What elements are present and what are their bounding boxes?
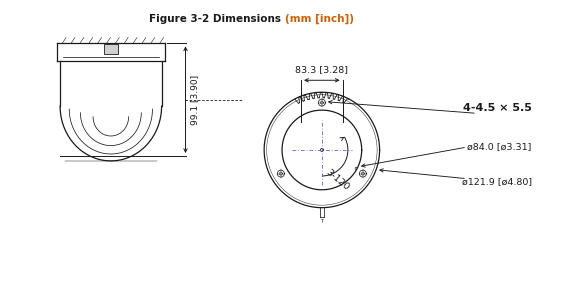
Text: °: ° (353, 167, 357, 176)
Bar (104, 44, 118, 54)
Text: Figure 3-2 Dimensions: Figure 3-2 Dimensions (149, 14, 285, 24)
Text: 99.1 [3.90]: 99.1 [3.90] (190, 75, 199, 125)
Text: ø121.9 [ø4.80]: ø121.9 [ø4.80] (462, 177, 532, 186)
Text: ø84.0 [ø3.31]: ø84.0 [ø3.31] (467, 143, 532, 152)
Text: 4-4.5 × 5.5: 4-4.5 × 5.5 (463, 103, 532, 113)
Text: 83.3 [3.28]: 83.3 [3.28] (295, 65, 348, 74)
Text: 3-120: 3-120 (324, 168, 351, 193)
Text: (mm [inch]): (mm [inch]) (285, 14, 354, 24)
